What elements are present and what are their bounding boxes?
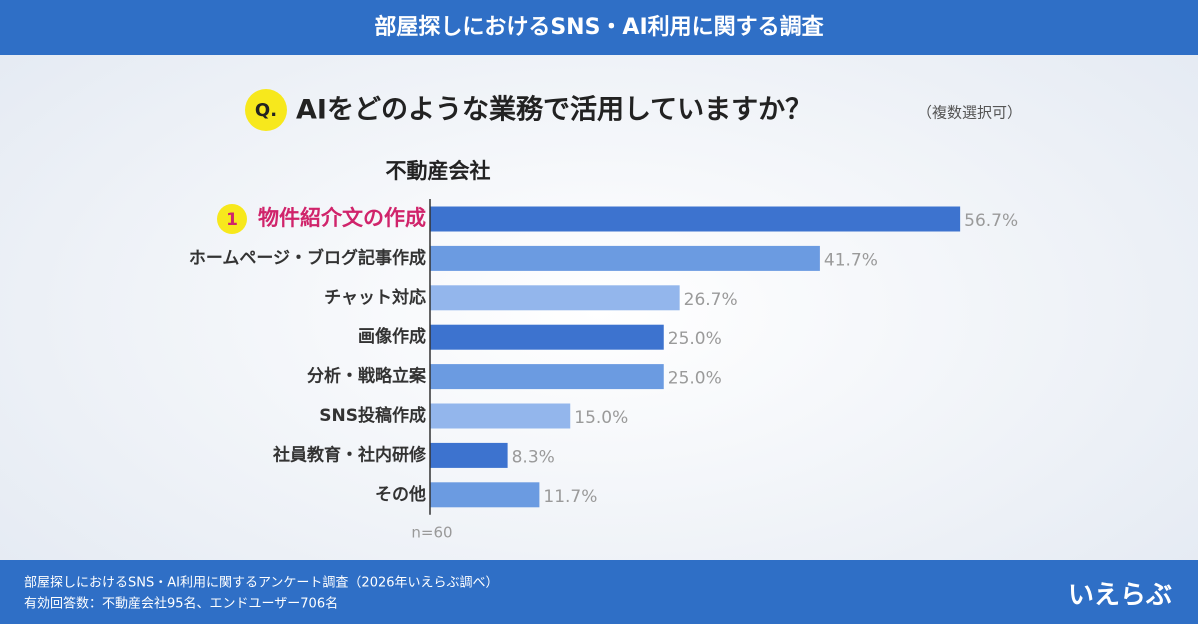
value-label: 8.3% [512,447,555,467]
question-badge [245,89,287,131]
bar [430,364,664,390]
value-label: 25.0% [668,329,722,349]
question-text: AIをどのような業務で活用していますか？ [296,95,812,126]
bar [430,285,680,311]
category-label: チャット対応 [324,287,426,308]
value-label: 15.0% [574,408,628,428]
category-label: 画像作成 [358,326,426,347]
bar [430,245,820,271]
category-label: その他 [375,484,426,505]
question-note: （複数選択可） [917,104,1022,122]
header-title: 部屋探しにおけるSNS・AI利用に関する調査 [374,14,824,40]
category-label: 物件紹介文の作成 [258,206,426,230]
category-label: ホームページ・ブログ記事作成 [189,247,426,268]
footer-line: 有効回答数：不動産会社95名、エンドユーザー706名 [24,596,338,612]
rank-label: 1 [226,210,238,230]
value-label: 25.0% [668,369,722,389]
rank-badge [217,204,247,234]
chart-title: 不動産会社 [386,159,491,183]
bar [430,442,508,468]
sample-note: n=60 [411,524,452,542]
category-label: 社員教育・社内研修 [272,444,427,465]
category-label: 分析・戦略立案 [307,366,427,387]
question-marker: Q. [255,100,277,121]
bar [430,403,571,429]
value-label: 56.7% [964,211,1018,231]
category-label: SNS投稿作成 [319,405,426,426]
value-label: 41.7% [824,250,878,270]
value-label: 26.7% [684,290,738,310]
footer-bar [0,560,1198,624]
bar [430,324,664,350]
value-label: 11.7% [543,487,597,507]
footer-line: 部屋探しにおけるSNS・AI利用に関するアンケート調査（2026年いえらぶ調べ） [24,576,499,591]
bar [430,482,540,508]
logo: いえらぶ [1068,581,1172,611]
bar [430,206,961,232]
header-bar [0,0,1198,55]
